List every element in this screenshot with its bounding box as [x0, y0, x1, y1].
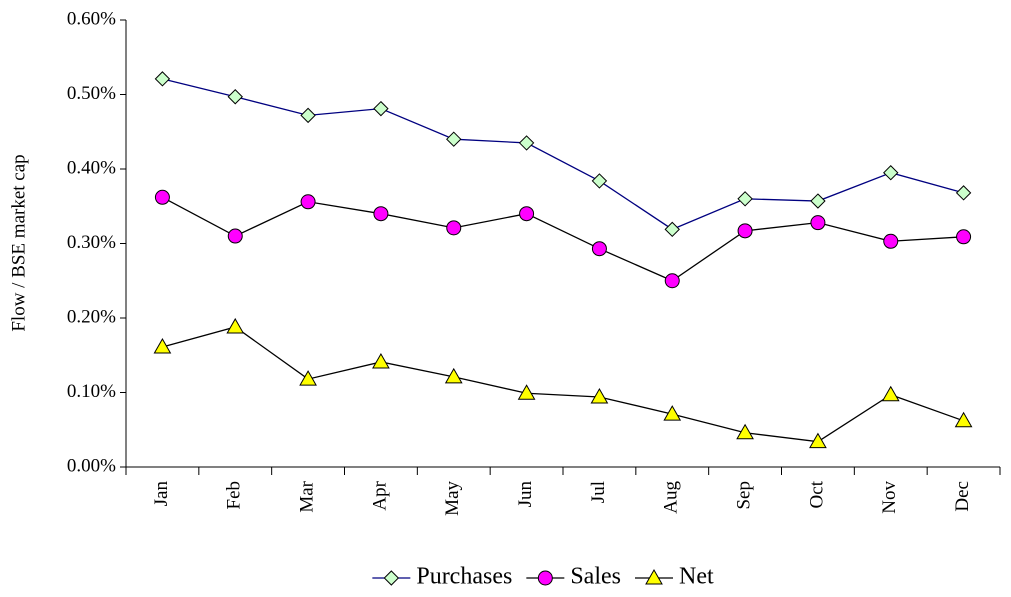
- data-point: [154, 71, 171, 87]
- y-tick-label: 0.30%: [67, 232, 116, 253]
- data-point: [299, 370, 317, 386]
- x-tick-label: Apr: [369, 480, 390, 510]
- series-line: [162, 326, 964, 443]
- x-tick-label: Feb: [224, 481, 245, 510]
- data-point: [663, 405, 682, 421]
- series-line: [162, 196, 964, 282]
- data-point: [810, 193, 826, 209]
- data-point: [955, 185, 972, 201]
- legend-marker: [383, 570, 400, 586]
- data-point: [883, 165, 899, 181]
- data-point: [737, 223, 753, 239]
- x-tick-label: Aug: [661, 481, 682, 514]
- data-point: [664, 221, 680, 238]
- y-tick-label: 0.40%: [67, 157, 116, 178]
- data-point: [591, 173, 608, 189]
- x-tick-label: Sep: [733, 481, 754, 510]
- legend-marker: [537, 570, 553, 586]
- legend-marker: [645, 568, 663, 585]
- data-point: [883, 233, 899, 249]
- x-tick-label: May: [442, 481, 463, 516]
- data-point: [226, 317, 245, 334]
- x-tick-label: Oct: [806, 480, 827, 508]
- data-point: [227, 89, 243, 105]
- y-tick-label: 0.00%: [67, 455, 116, 476]
- data-point: [153, 338, 172, 354]
- data-point: [737, 191, 753, 207]
- data-point: [518, 135, 535, 151]
- x-tick-label: Jan: [151, 481, 172, 507]
- x-tick-label: Nov: [879, 481, 900, 514]
- data-point: [881, 385, 900, 402]
- data-point: [446, 131, 462, 147]
- data-point: [446, 220, 462, 236]
- y-axis-title: Flow / BSE market cap: [8, 154, 29, 331]
- data-point: [300, 107, 316, 124]
- data-point: [664, 273, 680, 289]
- legend-label: Sales: [570, 564, 621, 590]
- y-tick-label: 0.50%: [67, 83, 116, 104]
- x-tick-label: Dec: [952, 481, 973, 512]
- data-point: [373, 206, 389, 222]
- legend: Purchases Sales Net: [372, 564, 714, 590]
- data-point: [227, 228, 243, 244]
- data-point: [372, 352, 390, 369]
- data-point: [373, 100, 389, 117]
- data-point: [590, 387, 609, 404]
- data-point: [519, 206, 535, 222]
- data-point: [517, 384, 536, 400]
- y-tick-label: 0.10%: [67, 381, 116, 402]
- legend-label: Purchases: [416, 564, 512, 590]
- data-point: [736, 423, 754, 440]
- series-line: [162, 78, 964, 231]
- x-tick-label: Jun: [515, 481, 536, 508]
- data-point: [954, 411, 973, 428]
- y-tick-label: 0.60%: [67, 8, 116, 29]
- data-point: [591, 241, 607, 257]
- data-point: [809, 432, 827, 449]
- y-tick-label: 0.20%: [67, 306, 116, 327]
- legend-label: Net: [679, 564, 714, 590]
- data-point: [154, 189, 170, 205]
- data-point: [810, 215, 826, 231]
- data-point: [300, 194, 316, 210]
- data-point: [956, 229, 972, 245]
- x-tick-label: Mar: [296, 480, 317, 512]
- data-point: [444, 367, 463, 384]
- x-tick-label: Jul: [588, 481, 609, 503]
